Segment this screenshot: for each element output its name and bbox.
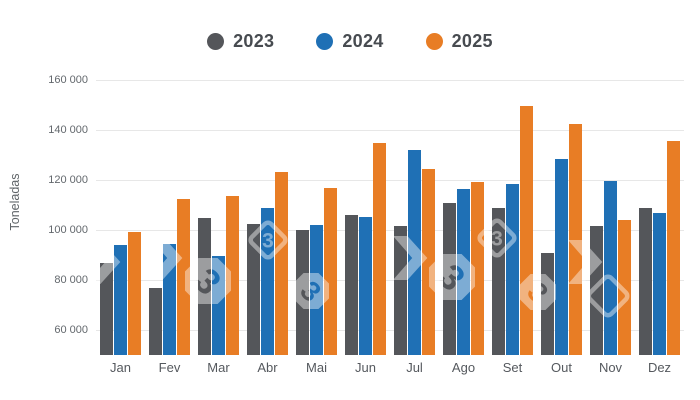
bar-2023-set[interactable] (492, 208, 505, 355)
y-tick-label: 120 000 (48, 174, 88, 186)
bar-group-ago (439, 55, 488, 355)
bar-2024-fev[interactable] (163, 244, 176, 355)
x-axis-label-jan: Jan (110, 360, 131, 375)
bar-2023-fev[interactable] (149, 288, 162, 355)
x-axis-label-fev: Fev (158, 360, 181, 375)
gridline (96, 280, 684, 281)
plot-area (96, 55, 684, 355)
bar-2025-out[interactable] (569, 124, 582, 355)
legend-item-2024[interactable]: 2024 (316, 31, 383, 52)
legend-dot-icon (425, 32, 443, 50)
bar-2023-nov[interactable] (590, 226, 603, 355)
bar-2025-set[interactable] (520, 106, 533, 355)
bar-2023-jul[interactable] (394, 226, 407, 355)
y-tick-label: 100 000 (48, 224, 88, 236)
bar-2025-ago[interactable] (471, 181, 484, 355)
x-axis-label-mar: Mar (207, 360, 230, 375)
bar-2025-nov[interactable] (618, 219, 631, 355)
legend-item-2023[interactable]: 2023 (207, 31, 274, 52)
bar-2024-out[interactable] (555, 158, 568, 355)
bar-2023-mar[interactable] (198, 218, 211, 355)
bar-group-jun (341, 55, 390, 355)
bar-2024-nov[interactable] (604, 181, 617, 355)
gridline (96, 330, 684, 331)
x-axis-label-mai: Mai (306, 360, 327, 375)
legend: 2023 2024 2025 (0, 28, 700, 54)
bar-2025-jun[interactable] (373, 143, 386, 355)
x-axis-label-out: Out (551, 360, 572, 375)
x-axis-label-jul: Jul (406, 360, 423, 375)
bar-2025-jan[interactable] (128, 231, 141, 355)
x-axis-label-nov: Nov (598, 360, 623, 375)
bar-2025-jul[interactable] (422, 169, 435, 355)
bar-2024-abr[interactable] (261, 208, 274, 355)
legend-item-2025[interactable]: 2025 (425, 30, 493, 52)
y-tick-label: 140 000 (48, 124, 88, 136)
bar-group-abr (243, 55, 292, 355)
bar-group-set (488, 55, 537, 355)
legend-label: 2024 (342, 30, 384, 51)
bar-2023-mai[interactable] (296, 230, 309, 355)
bar-2025-mai[interactable] (324, 187, 337, 355)
x-axis-label-dez: Dez (647, 360, 672, 375)
bar-group-dez (635, 55, 684, 355)
legend-dot-icon (316, 32, 334, 50)
bar-2024-set[interactable] (506, 184, 519, 355)
bar-group-mai (292, 55, 341, 355)
gridline (96, 130, 684, 131)
bar-2025-dez[interactable] (667, 141, 680, 355)
x-axis-label-ago: Ago (451, 360, 476, 375)
x-axis-label-set: Set (502, 360, 523, 375)
bar-2023-out[interactable] (541, 252, 554, 355)
legend-dot-icon (207, 32, 225, 50)
y-tick-label: 80 000 (54, 274, 88, 286)
bar-group-jul (390, 55, 439, 355)
bar-group-fev (145, 55, 194, 355)
y-tick-label: 160 000 (48, 74, 88, 86)
bar-2024-jul[interactable] (408, 150, 421, 355)
bar-2025-abr[interactable] (275, 171, 288, 355)
bar-2023-jun[interactable] (345, 215, 358, 355)
bar-2024-mar[interactable] (212, 255, 225, 355)
y-tick-label: 60 000 (54, 324, 88, 336)
bar-group-mar (194, 55, 243, 355)
gridline (96, 80, 684, 81)
x-axis-label-jun: Jun (355, 360, 376, 375)
bar-group-jan (96, 55, 145, 355)
legend-label: 2025 (451, 30, 493, 51)
x-axis-label-abr: Abr (257, 360, 278, 375)
bar-2023-dez[interactable] (639, 208, 652, 355)
bar-2024-dez[interactable] (653, 213, 666, 355)
legend-label: 2023 (233, 30, 275, 51)
bar-2025-mar[interactable] (226, 196, 239, 355)
bar-2024-jun[interactable] (359, 217, 372, 355)
bar-2024-ago[interactable] (457, 189, 470, 355)
bar-2024-jan[interactable] (114, 244, 127, 355)
gridline (96, 180, 684, 181)
bar-2023-jan[interactable] (100, 262, 113, 355)
gridline (96, 230, 684, 231)
bar-2023-ago[interactable] (443, 203, 456, 355)
bar-2024-mai[interactable] (310, 225, 323, 355)
bar-group-nov (586, 55, 635, 355)
bar-2023-abr[interactable] (247, 223, 260, 355)
bar-2025-fev[interactable] (177, 199, 190, 355)
bar-group-out (537, 55, 586, 355)
